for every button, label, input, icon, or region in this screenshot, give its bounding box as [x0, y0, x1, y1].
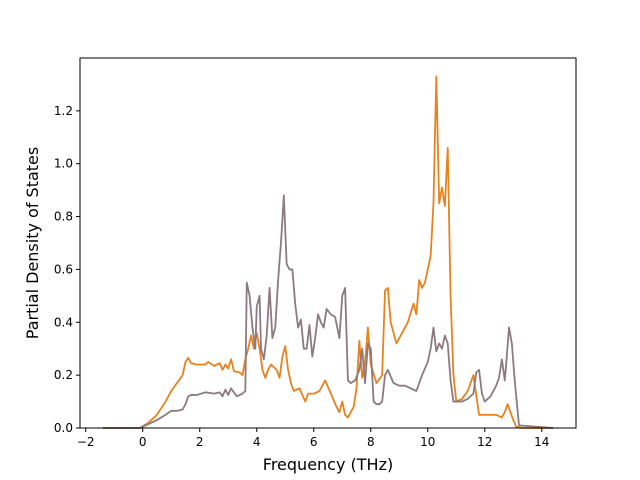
y-tick-label: 1.2 — [54, 104, 73, 118]
x-tick-label: 12 — [477, 435, 492, 449]
y-axis-label: Partial Density of States — [23, 147, 42, 339]
x-tick-label: 4 — [253, 435, 261, 449]
y-tick-label: 1.0 — [54, 157, 73, 171]
y-tick-label: 0.2 — [54, 368, 73, 382]
x-axis-label: Frequency (THz) — [263, 455, 393, 474]
series-line-2 — [102, 194, 554, 429]
x-tick-label: 2 — [196, 435, 204, 449]
series-line-1 — [102, 75, 554, 429]
x-tick-label: 8 — [367, 435, 375, 449]
x-axis-ticks: −2 0 2 4 6 8 10 12 14 — [77, 428, 549, 449]
y-tick-label: 0.0 — [54, 421, 73, 435]
y-tick-label: 0.6 — [54, 262, 73, 276]
y-tick-label: 0.4 — [54, 315, 73, 329]
x-tick-label: 14 — [534, 435, 549, 449]
x-tick-label: 6 — [310, 435, 318, 449]
x-tick-label: 0 — [139, 435, 147, 449]
plot-area-frame — [79, 57, 577, 429]
x-tick-label: −2 — [77, 435, 95, 449]
y-tick-label: 0.8 — [54, 210, 73, 224]
series-layer — [102, 75, 554, 429]
x-tick-label: 10 — [420, 435, 435, 449]
y-axis-ticks: 0.0 0.2 0.4 0.6 0.8 1.0 1.2 — [54, 104, 80, 435]
